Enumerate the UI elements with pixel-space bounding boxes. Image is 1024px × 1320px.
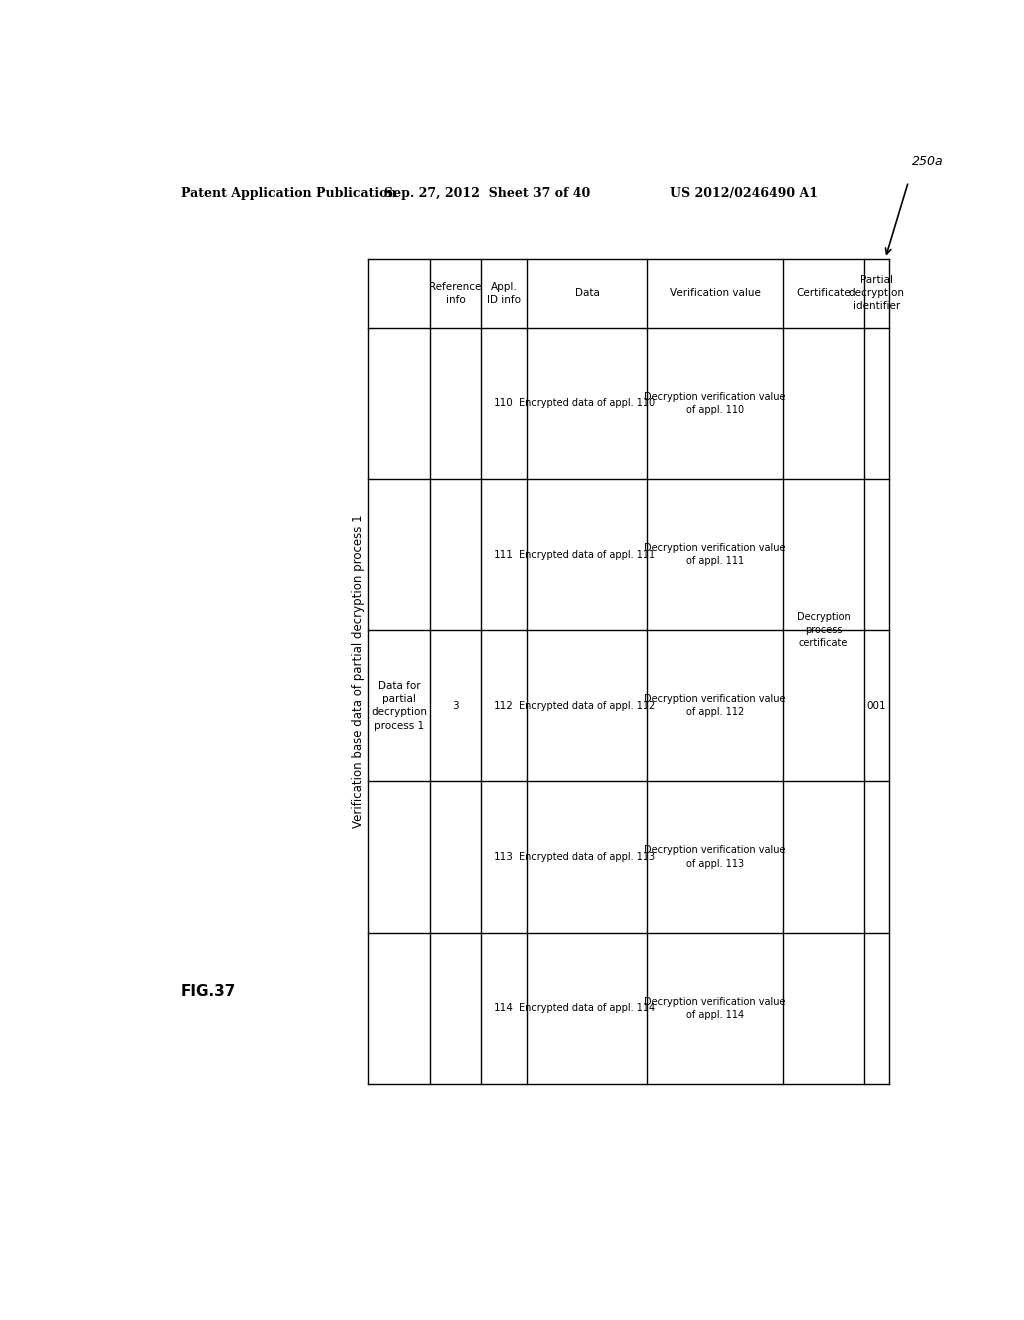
Text: Data for
partial
decryption
process 1: Data for partial decryption process 1 [372,681,427,731]
Text: Decryption verification value
of appl. 113: Decryption verification value of appl. 1… [644,846,785,869]
Text: Decryption verification value
of appl. 111: Decryption verification value of appl. 1… [644,543,785,566]
Text: 110: 110 [494,399,514,408]
Text: Decryption verification value
of appl. 112: Decryption verification value of appl. 1… [644,694,785,718]
Text: Reference
info: Reference info [429,281,481,305]
Text: Appl.
ID info: Appl. ID info [486,281,521,305]
Text: Partial
decryption
identifier: Partial decryption identifier [849,275,904,312]
Text: Encrypted data of appl. 110: Encrypted data of appl. 110 [519,399,655,408]
Text: Decryption verification value
of appl. 110: Decryption verification value of appl. 1… [644,392,785,414]
Text: Decryption verification value
of appl. 114: Decryption verification value of appl. 1… [644,997,785,1020]
Text: 113: 113 [494,853,514,862]
Text: Data: Data [574,288,600,298]
Text: 001: 001 [867,701,887,711]
Text: Encrypted data of appl. 112: Encrypted data of appl. 112 [519,701,655,711]
Text: 112: 112 [494,701,514,711]
Text: Encrypted data of appl. 111: Encrypted data of appl. 111 [519,549,655,560]
Text: Encrypted data of appl. 113: Encrypted data of appl. 113 [519,853,655,862]
Text: 250a: 250a [912,154,944,168]
Text: 114: 114 [494,1003,514,1014]
Text: US 2012/0246490 A1: US 2012/0246490 A1 [671,187,818,199]
Text: Verification base data of partial decryption process 1: Verification base data of partial decryp… [352,515,366,828]
Text: Patent Application Publication: Patent Application Publication [180,187,396,199]
Text: 111: 111 [494,549,514,560]
Text: Decryption
process
certificate: Decryption process certificate [797,612,851,648]
Text: Verification value: Verification value [670,288,761,298]
Text: Sep. 27, 2012  Sheet 37 of 40: Sep. 27, 2012 Sheet 37 of 40 [384,187,590,199]
Text: Encrypted data of appl. 114: Encrypted data of appl. 114 [519,1003,655,1014]
Text: FIG.37: FIG.37 [180,983,237,999]
Text: Certificate: Certificate [797,288,851,298]
Text: 3: 3 [453,701,459,711]
